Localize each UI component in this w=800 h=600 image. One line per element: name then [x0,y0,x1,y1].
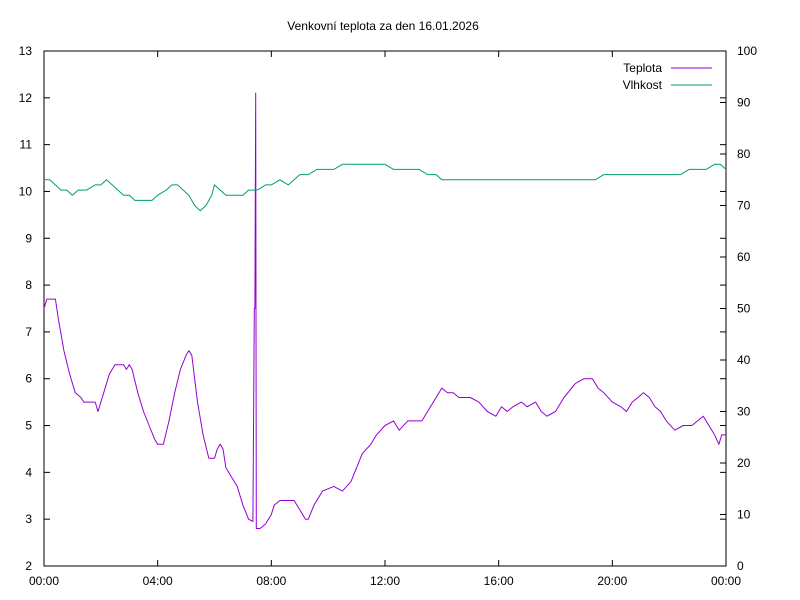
y-right-tick-label: 40 [737,353,751,367]
legend-label-vlhkost: Vlhkost [623,78,663,92]
x-tick-label: 00:00 [29,574,59,588]
y-left-tick-label: 13 [19,44,33,58]
y-right-tick-label: 60 [737,250,751,264]
y-left-tick-label: 12 [19,91,33,105]
y-left-tick-label: 11 [20,138,33,152]
y-right-tick-label: 20 [737,456,751,470]
x-tick-label: 16:00 [484,574,514,588]
y-right-tick-label: 80 [737,147,751,161]
y-right-tick-label: 30 [737,405,751,419]
y-left-tick-label: 7 [25,325,32,339]
y-left-tick-label: 10 [19,184,33,198]
y-right-tick-label: 10 [737,508,751,522]
x-tick-label: 20:00 [597,574,627,588]
plot-frame [43,50,727,567]
y-right-tick-label: 50 [737,302,751,316]
y-right-tick-label: 0 [737,559,744,573]
x-tick-label: 08:00 [256,574,286,588]
y-left-tick-label: 4 [25,465,32,479]
y-right-tick-label: 100 [737,44,757,58]
series-line-vlhkost [44,163,727,212]
y-left-tick-label: 2 [25,559,32,573]
y-left-tick-label: 9 [25,231,32,245]
y-left-tick-label: 8 [25,278,32,292]
y-left-tick-label: 3 [25,512,32,526]
y-left-tick-label: 5 [25,419,32,433]
x-tick-label: 12:00 [370,574,400,588]
chart-title: Venkovní teplota za den 16.01.2026 [287,19,479,33]
y-right-tick-label: 70 [737,199,751,213]
y-right-tick-label: 90 [737,96,751,110]
series-line-teplota [43,92,726,529]
x-tick-label: 00:00 [711,574,741,588]
y-left-tick-label: 6 [25,372,32,386]
x-tick-label: 04:00 [143,574,173,588]
legend-label-teplota: Teplota [623,61,662,75]
